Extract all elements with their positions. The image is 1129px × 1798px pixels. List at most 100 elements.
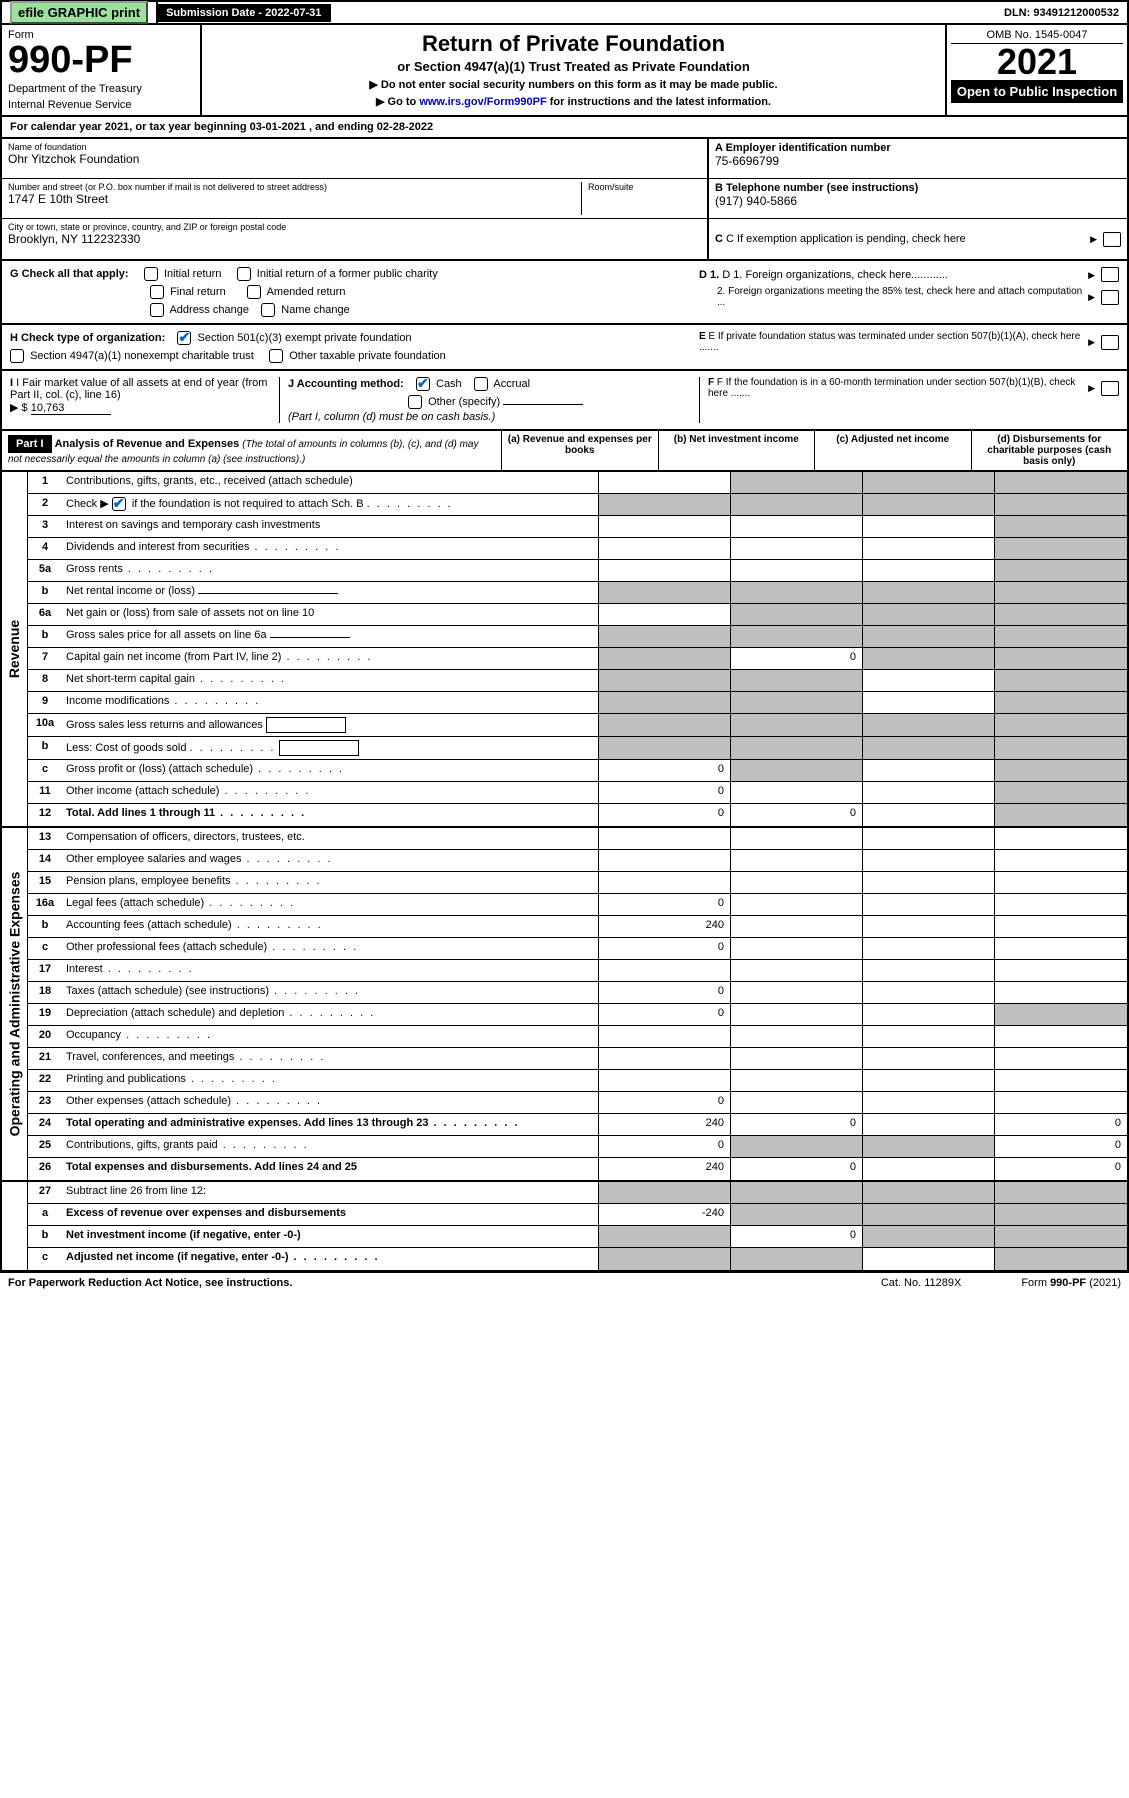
checkbox-address-change[interactable] bbox=[150, 303, 164, 317]
irs-link[interactable]: www.irs.gov/Form990PF bbox=[419, 96, 546, 108]
i-label: I I Fair market value of all assets at e… bbox=[10, 377, 273, 401]
checkbox-501c3[interactable] bbox=[177, 331, 191, 345]
j-note: (Part I, column (d) must be on cash basi… bbox=[288, 411, 691, 423]
checkbox-d1[interactable] bbox=[1101, 267, 1119, 282]
line-27-section: 27Subtract line 26 from line 12: aExcess… bbox=[0, 1182, 1129, 1272]
tax-year: 2021 bbox=[951, 44, 1123, 80]
e-label: E E If private foundation status was ter… bbox=[699, 331, 1088, 353]
section-g-h: G Check all that apply: Initial return I… bbox=[0, 261, 1129, 325]
line-6b: Gross sales price for all assets on line… bbox=[62, 626, 599, 647]
checkbox-cash[interactable] bbox=[416, 377, 430, 391]
line-1: Contributions, gifts, grants, etc., rece… bbox=[62, 472, 599, 493]
checkbox-c[interactable] bbox=[1103, 232, 1121, 247]
line-10b: Less: Cost of goods sold bbox=[62, 737, 599, 759]
exemption-pending-label: C C If exemption application is pending,… bbox=[715, 233, 1090, 245]
line-27a: Excess of revenue over expenses and disb… bbox=[62, 1204, 599, 1225]
line-23: Other expenses (attach schedule) bbox=[62, 1092, 599, 1113]
col-b-header: (b) Net investment income bbox=[659, 431, 816, 470]
line-3: Interest on savings and temporary cash i… bbox=[62, 516, 599, 537]
col-c-header: (c) Adjusted net income bbox=[815, 431, 972, 470]
line-16c: Other professional fees (attach schedule… bbox=[62, 938, 599, 959]
page-footer: For Paperwork Reduction Act Notice, see … bbox=[0, 1272, 1129, 1293]
line-27: Subtract line 26 from line 12: bbox=[62, 1182, 599, 1203]
line-27c: Adjusted net income (if negative, enter … bbox=[62, 1248, 599, 1270]
line-18: Taxes (attach schedule) (see instruction… bbox=[62, 982, 599, 1003]
line-19: Depreciation (attach schedule) and deple… bbox=[62, 1004, 599, 1025]
line-8: Net short-term capital gain bbox=[62, 670, 599, 691]
ein-label: A Employer identification number bbox=[715, 142, 1121, 154]
line-9: Income modifications bbox=[62, 692, 599, 713]
foundation-name: Ohr Yitzchok Foundation bbox=[8, 152, 701, 166]
line-21: Travel, conferences, and meetings bbox=[62, 1048, 599, 1069]
dln: DLN: 93491212000532 bbox=[996, 4, 1127, 22]
checkbox-schb[interactable] bbox=[112, 497, 126, 511]
line-10c: Gross profit or (loss) (attach schedule) bbox=[62, 760, 599, 781]
line-22: Printing and publications bbox=[62, 1070, 599, 1091]
fmv-value: 10,763 bbox=[31, 402, 111, 415]
form-number: 990-PF bbox=[8, 41, 194, 79]
j-label: J Accounting method: bbox=[288, 378, 404, 390]
f-label: F F If the foundation is in a 60-month t… bbox=[708, 377, 1088, 399]
line-6a: Net gain or (loss) from sale of assets n… bbox=[62, 604, 599, 625]
line-12: Total. Add lines 1 through 11 bbox=[62, 804, 599, 826]
line-7: Capital gain net income (from Part IV, l… bbox=[62, 648, 599, 669]
line-5a: Gross rents bbox=[62, 560, 599, 581]
section-i-j-f: I I Fair market value of all assets at e… bbox=[0, 371, 1129, 431]
calendar-year-line: For calendar year 2021, or tax year begi… bbox=[0, 117, 1129, 139]
checkbox-initial-former[interactable] bbox=[237, 267, 251, 281]
checkbox-e[interactable] bbox=[1101, 335, 1119, 350]
ein: 75-6696799 bbox=[715, 154, 1121, 168]
form-subtitle: or Section 4947(a)(1) Trust Treated as P… bbox=[208, 59, 939, 74]
line-17: Interest bbox=[62, 960, 599, 981]
section-h: H Check type of organization: Section 50… bbox=[0, 325, 1129, 371]
checkbox-other-method[interactable] bbox=[408, 395, 422, 409]
line-14: Other employee salaries and wages bbox=[62, 850, 599, 871]
col-d-header: (d) Disbursements for charitable purpose… bbox=[972, 431, 1128, 470]
phone-label: B Telephone number (see instructions) bbox=[715, 182, 1121, 194]
revenue-side-label: Revenue bbox=[7, 620, 23, 678]
line-27b: Net investment income (if negative, ente… bbox=[62, 1226, 599, 1247]
checkbox-d2[interactable] bbox=[1101, 290, 1119, 305]
checkbox-amended[interactable] bbox=[247, 285, 261, 299]
paperwork-notice: For Paperwork Reduction Act Notice, see … bbox=[8, 1277, 292, 1289]
top-bar: efile GRAPHIC print Submission Date - 20… bbox=[0, 0, 1129, 25]
line-16b: Accounting fees (attach schedule) bbox=[62, 916, 599, 937]
line-16a: Legal fees (attach schedule) bbox=[62, 894, 599, 915]
form-header: Form 990-PF Department of the Treasury I… bbox=[0, 25, 1129, 117]
h-label: H Check type of organization: bbox=[10, 332, 165, 344]
line-20: Occupancy bbox=[62, 1026, 599, 1047]
line-13: Compensation of officers, directors, tru… bbox=[62, 828, 599, 849]
dept-treasury: Department of the Treasury bbox=[8, 83, 194, 95]
part1-title: Analysis of Revenue and Expenses bbox=[55, 438, 240, 450]
efile-print-button[interactable]: efile GRAPHIC print bbox=[10, 1, 148, 24]
irs: Internal Revenue Service bbox=[8, 99, 194, 111]
addr-label: Number and street (or P.O. box number if… bbox=[8, 182, 581, 192]
entity-info: Name of foundation Ohr Yitzchok Foundati… bbox=[0, 139, 1129, 261]
checkbox-initial[interactable] bbox=[144, 267, 158, 281]
name-label: Name of foundation bbox=[8, 142, 701, 152]
line-25: Contributions, gifts, grants paid bbox=[62, 1136, 599, 1157]
line-24: Total operating and administrative expen… bbox=[62, 1114, 599, 1135]
g-label: G Check all that apply: bbox=[10, 268, 129, 280]
checkbox-final[interactable] bbox=[150, 285, 164, 299]
submission-date: Submission Date - 2022-07-31 bbox=[158, 4, 331, 22]
line-2: Check ▶ if the foundation is not require… bbox=[62, 494, 599, 515]
instruction-link: ▶ Go to www.irs.gov/Form990PF for instru… bbox=[208, 95, 939, 108]
city-label: City or town, state or province, country… bbox=[8, 222, 701, 232]
arrow-icon bbox=[1088, 336, 1097, 348]
part1-label: Part I bbox=[8, 435, 52, 453]
revenue-section: Revenue 1Contributions, gifts, grants, e… bbox=[0, 472, 1129, 828]
checkbox-4947[interactable] bbox=[10, 349, 24, 363]
checkbox-name-change[interactable] bbox=[261, 303, 275, 317]
line-5b: Net rental income or (loss) bbox=[62, 582, 599, 603]
checkbox-other-taxable[interactable] bbox=[269, 349, 283, 363]
instruction-ssn: ▶ Do not enter social security numbers o… bbox=[208, 78, 939, 91]
form-ref: Form 990-PF (2021) bbox=[1021, 1277, 1121, 1289]
line-26: Total expenses and disbursements. Add li… bbox=[62, 1158, 599, 1180]
expenses-side-label: Operating and Administrative Expenses bbox=[7, 872, 23, 1137]
line-4: Dividends and interest from securities bbox=[62, 538, 599, 559]
checkbox-f[interactable] bbox=[1101, 381, 1119, 396]
phone: (917) 940-5866 bbox=[715, 194, 1121, 208]
checkbox-accrual[interactable] bbox=[474, 377, 488, 391]
cat-no: Cat. No. 11289X bbox=[881, 1277, 962, 1289]
